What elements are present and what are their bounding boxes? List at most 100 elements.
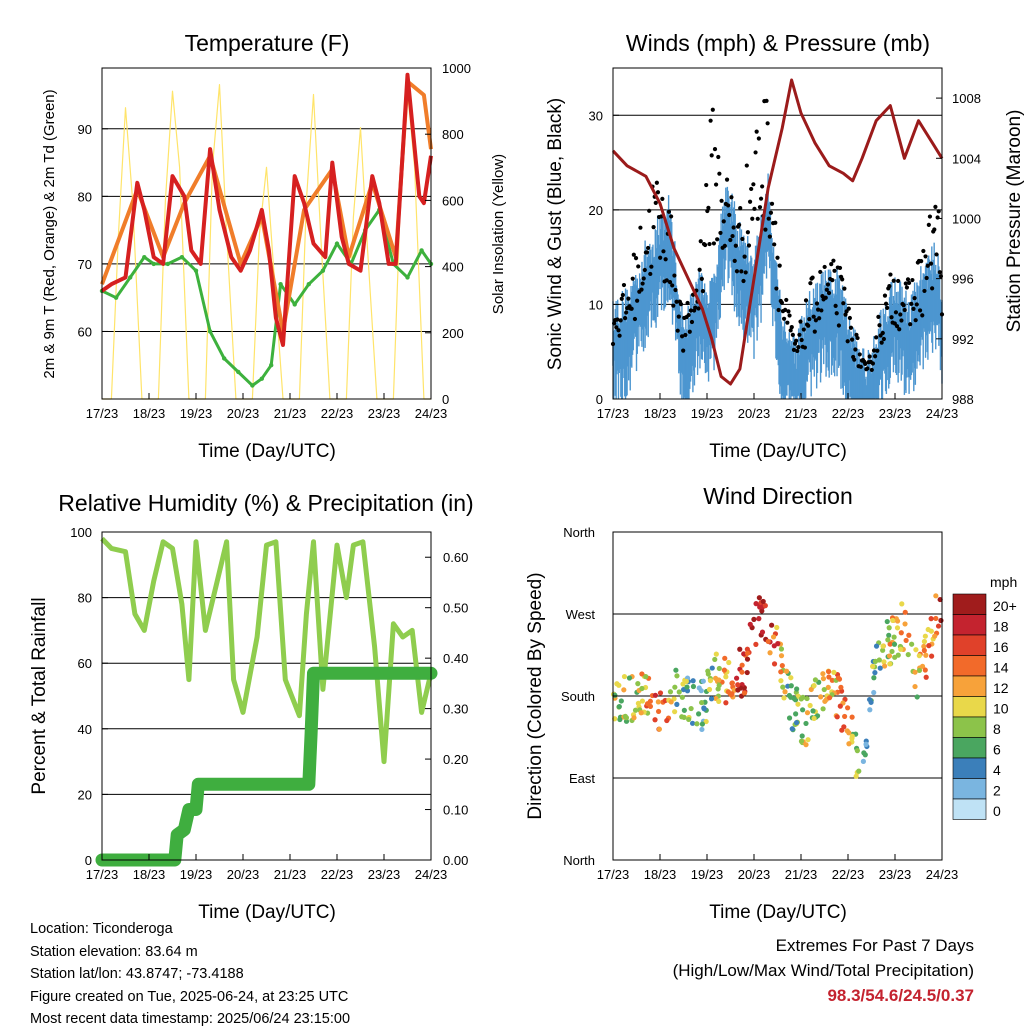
x-tick-label: 18/23 xyxy=(644,867,677,882)
info-location: Location: Ticonderoga xyxy=(30,921,173,937)
gust-point xyxy=(699,276,704,282)
gust-point xyxy=(713,182,719,187)
gust-point xyxy=(688,308,693,313)
direction-point xyxy=(616,703,622,710)
direction-point xyxy=(881,659,887,665)
x-tick-label: 20/23 xyxy=(227,406,260,421)
legend-swatch xyxy=(952,614,987,636)
direction-point xyxy=(812,677,819,683)
gust-point xyxy=(823,295,828,300)
direction-point xyxy=(709,665,715,671)
gust-point xyxy=(660,196,665,201)
gust-point xyxy=(798,319,803,324)
gust-point xyxy=(709,153,714,158)
gust-point xyxy=(786,309,791,314)
gust-point xyxy=(733,243,738,248)
info-created: Figure created on Tue, 2025-06-24, at 23… xyxy=(30,988,349,1005)
gust-point xyxy=(747,199,753,204)
gust-point xyxy=(836,323,842,328)
direction-point xyxy=(933,593,939,599)
gust-point xyxy=(742,254,747,259)
y-right-tick-label: 1008 xyxy=(952,91,981,106)
gust-point xyxy=(834,311,839,316)
gust-point xyxy=(676,314,681,319)
gust-point xyxy=(920,313,925,318)
direction-point xyxy=(804,710,811,716)
gust-point xyxy=(911,306,916,312)
gust-point xyxy=(760,184,765,189)
direction-point xyxy=(759,629,766,635)
x-tick-label: 19/23 xyxy=(180,406,213,421)
direction-point xyxy=(774,624,780,631)
gust-point xyxy=(899,318,904,323)
gust-point xyxy=(654,180,659,185)
direction-point xyxy=(723,700,729,706)
gust-point xyxy=(630,276,635,281)
direction-point xyxy=(679,694,685,700)
info-recent: Most recent data timestamp: 2025/06/24 2… xyxy=(30,1011,351,1027)
gust-point xyxy=(763,227,768,232)
temp-2m-line xyxy=(100,72,433,347)
direction-point xyxy=(922,633,928,639)
gust-point xyxy=(841,301,846,306)
legend-swatch xyxy=(952,634,987,656)
direction-point xyxy=(786,692,792,699)
gust-point xyxy=(785,320,790,325)
gust-point xyxy=(710,107,715,112)
direction-point xyxy=(872,670,878,676)
dewpoint-point xyxy=(236,369,241,375)
x-tick-label: 23/23 xyxy=(879,867,912,882)
y-tick-label: 80 xyxy=(78,591,92,606)
y-right-tick-label: 992 xyxy=(952,332,974,347)
gust-point xyxy=(903,281,908,286)
gust-point xyxy=(913,318,918,323)
gust-point xyxy=(893,310,899,315)
direction-point xyxy=(694,721,700,727)
gust-point xyxy=(937,270,942,275)
gust-point xyxy=(764,98,769,103)
gust-point xyxy=(754,129,759,134)
gust-point xyxy=(776,307,781,313)
x-tick-label: 23/23 xyxy=(368,406,401,421)
direction-point xyxy=(825,668,832,675)
direction-point xyxy=(886,625,892,631)
direction-point xyxy=(886,653,893,659)
y-right-tick-label: 0.30 xyxy=(443,702,468,717)
y-tick-label: 100 xyxy=(70,525,92,540)
y-tick-label: West xyxy=(566,607,596,622)
gust-point xyxy=(933,204,938,209)
gust-point xyxy=(914,302,919,307)
direction-point xyxy=(876,657,882,663)
gust-point xyxy=(640,281,645,286)
direction-point xyxy=(657,690,664,696)
gust-point xyxy=(847,315,852,321)
winds-frame xyxy=(612,67,943,400)
direction-point xyxy=(631,715,637,721)
direction-point xyxy=(741,651,747,657)
gust-point xyxy=(689,319,695,325)
dewpoint-point xyxy=(292,302,297,307)
gust-point xyxy=(636,264,641,269)
gust-point xyxy=(871,348,877,353)
gust-point xyxy=(935,215,940,220)
direction-point xyxy=(921,643,927,650)
station-info: Location: Ticonderoga Station elevation:… xyxy=(30,918,350,1031)
gust-point xyxy=(661,249,666,254)
legend-label: 10 xyxy=(993,701,1009,717)
gust-point xyxy=(721,219,726,224)
direction-point xyxy=(771,661,778,667)
gust-point xyxy=(704,182,709,188)
x-tick-label: 18/23 xyxy=(133,406,166,421)
gust-point xyxy=(670,283,675,288)
direction-panel: Wind Direction 17/23 18/23 19/23 20/23 21/23… xyxy=(525,483,1017,923)
direction-ticks: 17/23 18/23 19/23 20/23 21/23 22/23 23/23 24/23… xyxy=(561,525,958,882)
info-elevation: Station elevation: 83.64 m xyxy=(30,943,198,960)
gust-point xyxy=(711,241,716,246)
gust-point xyxy=(806,323,811,328)
direction-point xyxy=(803,742,809,748)
direction-point xyxy=(887,641,893,647)
x-tick-label: 18/23 xyxy=(133,867,166,882)
pressure-line xyxy=(611,78,944,386)
temperature-title: Temperature (F) xyxy=(185,30,350,56)
direction-point xyxy=(871,689,877,696)
